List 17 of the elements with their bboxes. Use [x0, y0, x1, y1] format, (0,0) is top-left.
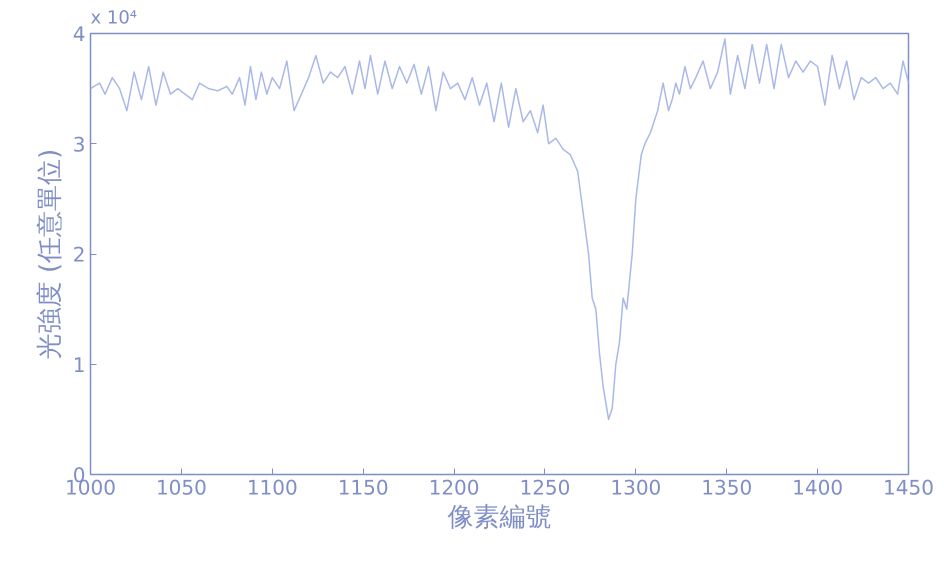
x-tick-label: 1050 — [156, 476, 207, 500]
x-tick-label: 1100 — [246, 476, 298, 500]
y-tick-label: 1 — [72, 352, 86, 377]
x-tick-label: 1150 — [338, 476, 389, 500]
x-axis-title: 像素編號 — [448, 502, 552, 532]
y-axis-title: 光強度 (任意單位) — [34, 148, 65, 360]
x-tick-label: 1350 — [701, 476, 752, 500]
x-tick-label: 1200 — [428, 476, 480, 500]
line-series — [90, 38, 908, 420]
x-tick-label: 1450 — [883, 476, 934, 500]
y-tick-label: 3 — [72, 132, 86, 156]
x-tick-label: 1250 — [519, 476, 570, 500]
y-tick-label: 4 — [72, 22, 86, 46]
x-tick-label: 1400 — [792, 476, 844, 500]
x-tick-label: 1300 — [610, 476, 662, 500]
text: x 10⁴ — [90, 8, 137, 28]
y-tick-label: 2 — [72, 242, 86, 266]
